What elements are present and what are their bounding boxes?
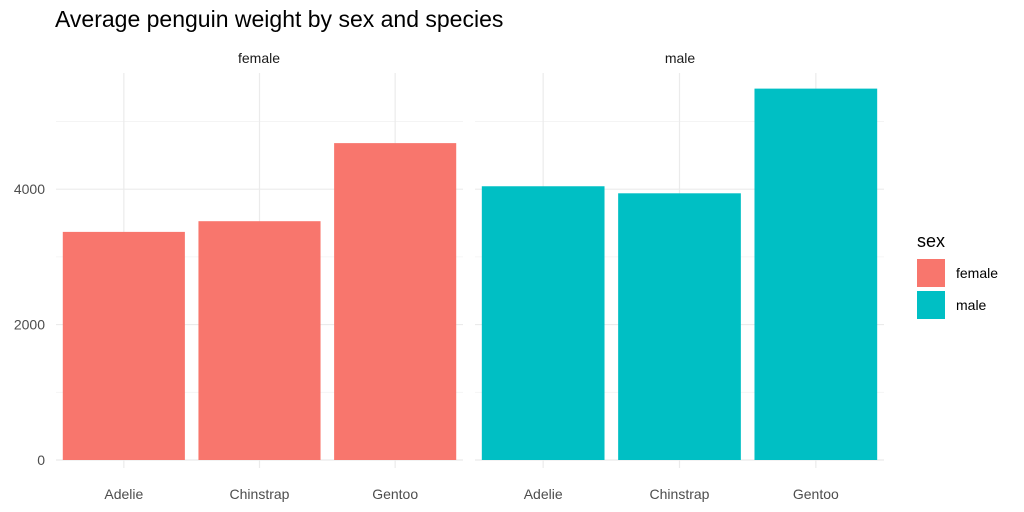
legend-label-female: female: [956, 265, 998, 281]
x-tick-label: Chinstrap: [230, 486, 290, 502]
bar-male-gentoo: [754, 88, 878, 461]
bar-male-chinstrap: [618, 193, 741, 460]
bar-female-gentoo: [334, 143, 457, 460]
x-tick-label: Chinstrap: [650, 486, 710, 502]
x-tick-label: Adelie: [104, 486, 143, 502]
facet-panels: female Adelie Chinstrap Gentoo male Adelie Chi…: [56, 50, 884, 502]
bar-female-adelie: [62, 231, 185, 460]
x-tick-label: Gentoo: [793, 486, 839, 502]
legend-title: sex: [917, 231, 945, 251]
y-axis: 0 2000 4000: [14, 181, 45, 468]
facet-label-male: male: [665, 50, 696, 66]
y-tick-label: 4000: [14, 181, 45, 197]
legend-key-female: [917, 259, 945, 287]
y-tick-label: 0: [37, 452, 45, 468]
legend-label-male: male: [956, 297, 987, 313]
legend-key-male: [917, 291, 945, 319]
chart-title: Average penguin weight by sex and specie…: [55, 6, 503, 32]
bar-female-chinstrap: [198, 221, 321, 460]
x-tick-label: Adelie: [524, 486, 563, 502]
facet-panel-female: female Adelie Chinstrap Gentoo: [56, 50, 463, 502]
y-tick-label: 2000: [14, 317, 45, 333]
facet-panel-male: male Adelie Chinstrap Gentoo: [475, 50, 884, 502]
x-tick-label: Gentoo: [372, 486, 418, 502]
legend: sex female male: [917, 231, 998, 319]
bar-male-adelie: [481, 186, 605, 461]
facet-label-female: female: [238, 50, 280, 66]
